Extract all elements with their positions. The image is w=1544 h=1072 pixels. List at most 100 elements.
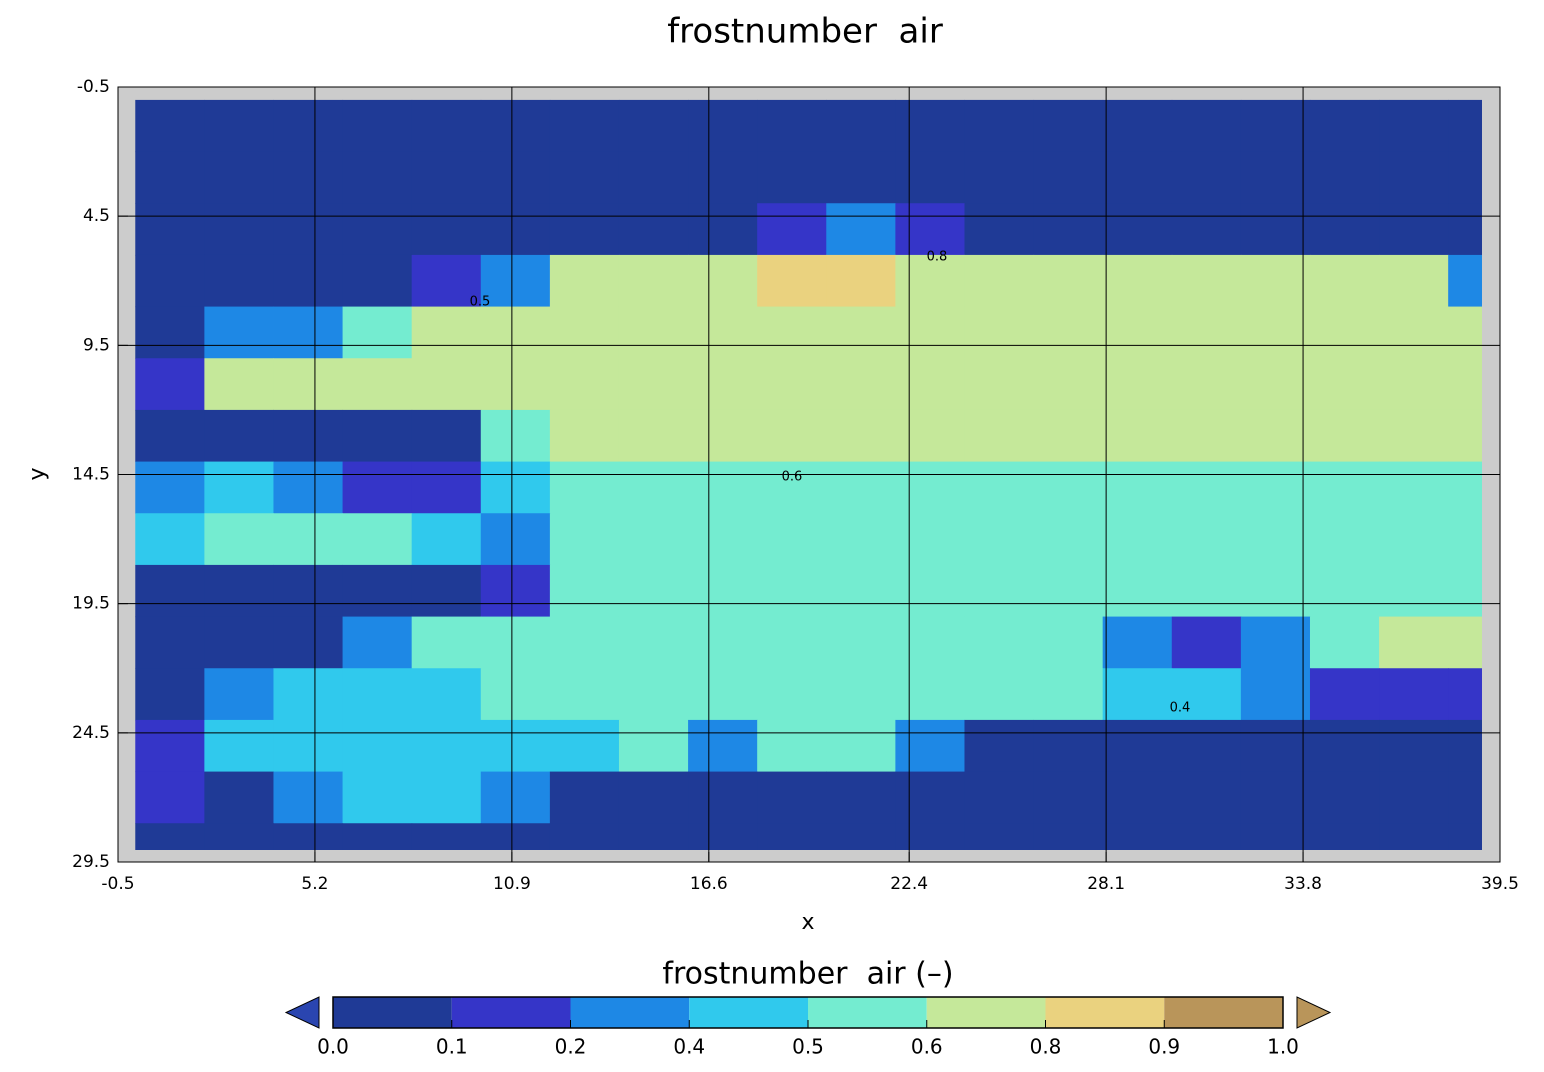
contour-cell xyxy=(688,823,758,850)
contour-cell xyxy=(1240,513,1311,566)
contour-cell xyxy=(480,203,551,256)
contour-cell xyxy=(757,668,827,721)
contour-cell xyxy=(411,99,482,153)
contour-cell xyxy=(480,771,551,824)
contour-cell xyxy=(342,513,413,566)
contour-cell xyxy=(342,358,413,411)
contour-cell xyxy=(204,99,274,153)
contour-cell xyxy=(204,616,274,669)
contour-cell xyxy=(342,461,413,514)
contour-cell xyxy=(964,771,1035,824)
contour-cell xyxy=(1240,203,1311,256)
contour-cell xyxy=(1033,358,1104,411)
contour-cell xyxy=(135,668,205,721)
contour-cell xyxy=(1171,409,1242,463)
contour-cell xyxy=(1448,203,1482,256)
contour-cell xyxy=(964,358,1035,411)
contour-cell xyxy=(757,461,827,514)
contour-cell xyxy=(964,719,1035,773)
contour-cell xyxy=(1379,409,1449,463)
contour-cell xyxy=(1240,99,1311,153)
contour-cell xyxy=(480,99,551,153)
contour-cell xyxy=(480,461,551,514)
x-tick-label: 28.1 xyxy=(1087,874,1125,894)
contour-cell xyxy=(1240,358,1311,411)
contour-cell xyxy=(688,461,758,514)
y-tick-label: 4.5 xyxy=(83,206,110,226)
contour-cell xyxy=(273,513,344,566)
contour-cell xyxy=(480,616,551,669)
contour-cell xyxy=(618,254,689,308)
contour-cell xyxy=(618,409,689,463)
contour-cell xyxy=(1102,668,1173,721)
contour-cell xyxy=(204,564,274,618)
contour-cell xyxy=(895,99,965,153)
contour-cell xyxy=(480,306,551,359)
contour-cell xyxy=(688,616,758,669)
contour-cell xyxy=(135,771,205,824)
colorbar-tick-label: 0.9 xyxy=(1148,1035,1180,1059)
contour-cell xyxy=(688,254,758,308)
contour-cell xyxy=(964,99,1035,153)
contour-cell xyxy=(618,513,689,566)
contour-cell xyxy=(342,99,413,153)
y-tick-label: 24.5 xyxy=(72,723,110,743)
colorbar-tick-label: 0.8 xyxy=(1030,1035,1062,1059)
contour-cell xyxy=(688,306,758,359)
contour-cell xyxy=(1448,668,1482,721)
contour-cell xyxy=(1102,771,1173,824)
contour-cell xyxy=(688,771,758,824)
y-tick-label: 29.5 xyxy=(72,852,110,872)
contour-cell xyxy=(757,513,827,566)
contour-cell xyxy=(757,616,827,669)
colorbar-box xyxy=(1045,997,1165,1028)
contour-cell xyxy=(549,513,620,566)
contour-cell xyxy=(688,99,758,153)
contour-cell xyxy=(1448,254,1482,308)
contour-cell xyxy=(826,668,896,721)
contour-cell xyxy=(688,668,758,721)
contour-cell xyxy=(549,719,620,773)
contour-cell xyxy=(964,513,1035,566)
contour-cell xyxy=(273,616,344,669)
contour-cell xyxy=(273,719,344,773)
contour-cell xyxy=(411,254,482,308)
contour-cell xyxy=(964,668,1035,721)
contour-cell xyxy=(1171,668,1242,721)
contour-cell xyxy=(480,151,551,204)
contour-cell xyxy=(204,358,274,411)
contour-cell xyxy=(895,719,965,773)
colorbar-title: frostnumber air (–) xyxy=(662,957,953,992)
contour-cell xyxy=(1033,254,1104,308)
colorbar-tick-label: 0.2 xyxy=(555,1035,587,1059)
contour-cell xyxy=(549,461,620,514)
contour-cell xyxy=(411,771,482,824)
contour-cell xyxy=(1379,99,1449,153)
contour-cell xyxy=(549,616,620,669)
contour-cell xyxy=(273,823,344,850)
contour-cell xyxy=(135,254,205,308)
contour-cell xyxy=(688,513,758,566)
contour-cell xyxy=(1309,668,1380,721)
contour-cell xyxy=(895,616,965,669)
y-tick-label: 14.5 xyxy=(72,465,110,485)
contour-cell xyxy=(342,151,413,204)
contour-cell xyxy=(1102,151,1173,204)
contour-cell xyxy=(204,823,274,850)
contour-cell xyxy=(1033,203,1104,256)
contour-cell xyxy=(1102,719,1173,773)
x-tick-label: 22.4 xyxy=(890,874,928,894)
contour-cell xyxy=(480,358,551,411)
contour-label: 0.4 xyxy=(1170,701,1191,716)
contour-cell xyxy=(342,254,413,308)
contour-cell xyxy=(480,254,551,308)
colorbar-box xyxy=(570,997,690,1028)
contour-cell xyxy=(1379,616,1449,669)
contour-cell xyxy=(1102,564,1173,618)
contour-cell xyxy=(895,358,965,411)
x-axis-label: x xyxy=(801,910,814,935)
contour-cell xyxy=(204,719,274,773)
contour-cell xyxy=(1171,719,1242,773)
contour-cell xyxy=(1379,771,1449,824)
contour-cell xyxy=(411,203,482,256)
